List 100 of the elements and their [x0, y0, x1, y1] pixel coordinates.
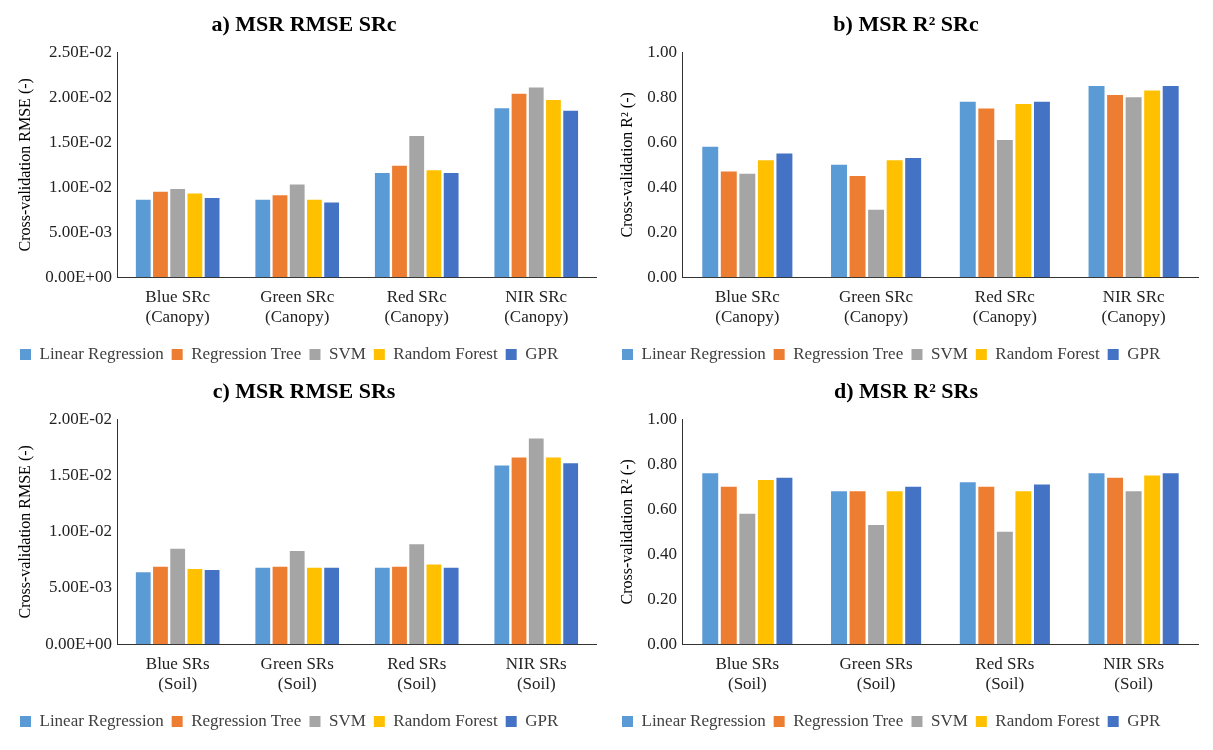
bar — [307, 567, 322, 645]
y-tick-label: 0.80 — [647, 86, 677, 106]
y-tick-label: 0.00 — [647, 266, 677, 286]
chart-title: b) MSR R² SRc — [833, 10, 979, 36]
bar — [528, 87, 544, 278]
y-tick-label: 0.00 — [647, 633, 677, 653]
y-tick-label: 1.00 — [647, 41, 677, 61]
y-tick-label: 1.50E-02 — [49, 131, 112, 151]
legend-label: SVM — [930, 710, 968, 730]
bar — [170, 189, 186, 278]
x-tick-label: Blue SRc (Canopy) — [714, 286, 781, 327]
bar — [563, 110, 579, 278]
bar — [720, 486, 737, 645]
bar — [494, 108, 510, 278]
bar — [1015, 104, 1032, 278]
legend-label: Regression Tree — [191, 343, 302, 363]
bar — [204, 198, 220, 278]
bar — [849, 491, 866, 645]
x-tick-label: Red SRc (Canopy) — [972, 286, 1037, 327]
bar — [409, 544, 425, 645]
bar — [443, 172, 459, 278]
bar — [546, 457, 561, 645]
legend-label: Linear Regression — [39, 343, 165, 363]
bar — [1125, 491, 1142, 645]
legend-label: SVM — [328, 343, 366, 363]
bar — [776, 477, 793, 645]
y-tick-label: 1.00E-02 — [49, 176, 112, 196]
y-tick-label: 1.00 — [647, 408, 677, 428]
bar — [1125, 97, 1142, 278]
y-tick-label: 0.60 — [647, 131, 677, 151]
legend-label: GPR — [1127, 710, 1161, 730]
y-tick-label: 0.60 — [647, 498, 677, 518]
y-tick-label: 5.00E-03 — [49, 221, 112, 241]
bar — [324, 567, 340, 645]
bar — [868, 209, 885, 278]
x-tick-label: Green SRc (Canopy) — [839, 286, 914, 327]
bar — [702, 473, 719, 645]
bar — [905, 158, 922, 278]
x-tick-label: Blue SRs (Soil) — [145, 653, 210, 694]
bar — [776, 153, 793, 278]
legend-label: Linear Regression — [641, 710, 767, 730]
bar — [702, 146, 719, 278]
bar — [374, 172, 390, 278]
bar — [307, 199, 322, 278]
bar — [187, 568, 203, 645]
chart-title: c) MSR RMSE SRs — [212, 377, 396, 403]
legend-label: Regression Tree — [793, 710, 904, 730]
bar — [135, 572, 151, 645]
legend-label: Regression Tree — [191, 710, 302, 730]
bar — [153, 566, 168, 645]
x-tick-label: Red SRs (Soil) — [975, 653, 1035, 694]
y-axis-title: Cross-validation RMSE (-) — [15, 445, 34, 619]
legend-label: Linear Regression — [641, 343, 767, 363]
bar — [528, 438, 544, 645]
legend-label: SVM — [930, 343, 968, 363]
bar — [255, 199, 271, 278]
legend-label: Random Forest — [393, 710, 498, 730]
bar — [324, 202, 340, 278]
bar — [886, 160, 903, 278]
x-tick-label: Red SRs (Soil) — [387, 653, 447, 694]
bar — [289, 550, 305, 645]
x-tick-label: Blue SRc (Canopy) — [145, 286, 211, 327]
y-tick-label: 2.00E-02 — [49, 86, 112, 106]
y-tick-label: 0.40 — [647, 543, 677, 563]
legend-label: Random Forest — [995, 343, 1100, 363]
bar — [1144, 475, 1161, 645]
bar — [272, 566, 288, 645]
bar — [1015, 491, 1032, 645]
y-tick-label: 0.40 — [647, 176, 677, 196]
y-tick-label: 2.50E-02 — [49, 41, 112, 61]
bar — [426, 564, 442, 645]
y-axis-title: Cross-validation RMSE (-) — [15, 78, 34, 252]
bar — [272, 195, 288, 278]
y-tick-label: 1.00E-02 — [49, 521, 112, 541]
bar — [443, 567, 459, 645]
bar — [153, 191, 168, 278]
x-tick-label: Green SRs (Soil) — [260, 653, 334, 694]
bar — [409, 136, 425, 278]
y-tick-label: 0.20 — [647, 588, 677, 608]
bar — [1162, 473, 1179, 645]
bar — [392, 566, 407, 645]
x-tick-label: NIR SRs (Soil) — [1103, 653, 1165, 694]
y-tick-label: 1.50E-02 — [49, 465, 112, 485]
y-tick-label: 0.00E+00 — [45, 633, 112, 653]
y-tick-label: 0.80 — [647, 453, 677, 473]
y-tick-label: 5.00E-03 — [49, 577, 112, 597]
legend-label: GPR — [525, 343, 559, 363]
bar — [563, 463, 579, 645]
bar — [255, 567, 271, 645]
bar — [831, 164, 847, 278]
bar — [289, 184, 305, 278]
bar — [831, 491, 847, 645]
y-tick-label: 0.00E+00 — [45, 266, 112, 286]
bar — [905, 486, 922, 645]
legend-label: Random Forest — [995, 710, 1100, 730]
bar — [392, 165, 407, 278]
bar — [1144, 90, 1161, 278]
bar — [720, 171, 737, 278]
chart-title: d) MSR R² SRs — [833, 377, 979, 403]
x-tick-label: Green SRs (Soil) — [839, 653, 913, 694]
